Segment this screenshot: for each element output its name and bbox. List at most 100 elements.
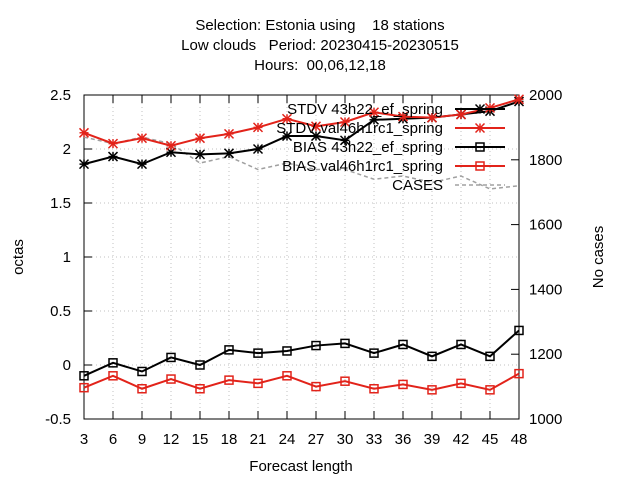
legend: STDV 43h22_ef_spring STDV val46h1rc1_spri… bbox=[276, 101, 505, 194]
y-tick-label: 2 bbox=[63, 141, 71, 158]
y2-tick-label: 1600 bbox=[529, 217, 562, 234]
x-tick-label: 24 bbox=[279, 431, 296, 448]
data-point-stdv-val46h1rc1-spring bbox=[484, 102, 496, 113]
y-tick-label: 1.5 bbox=[50, 195, 71, 212]
x-tick-label: 15 bbox=[192, 431, 209, 448]
data-point-stdv-val46h1rc1-spring bbox=[252, 122, 264, 133]
data-point-stdv-val46h1rc1-spring bbox=[455, 109, 467, 120]
legend-marker-stdv-val46h1rc1-spring bbox=[474, 122, 486, 134]
data-point-bias-43h22-ef-spring bbox=[224, 345, 234, 355]
data-point-stdv-val46h1rc1-spring bbox=[513, 94, 525, 105]
legend-marker-bias-val46h1rc1-spring bbox=[475, 161, 485, 171]
plot-frame bbox=[83, 94, 520, 420]
data-point-bias-43h22-ef-spring bbox=[369, 348, 379, 358]
data-point-bias-val46h1rc1-spring bbox=[108, 371, 118, 381]
x-tick-label: 39 bbox=[424, 431, 441, 448]
data-point-stdv-43h22-ef-spring bbox=[252, 143, 264, 155]
legend-label-stdv-val46h1rc1-spring: STDV val46h1rc1_spring bbox=[276, 120, 443, 137]
data-point-stdv-43h22-ef-spring bbox=[78, 159, 90, 170]
axes-layer: -0.500.511.522.53 6 9 12 15 18 21 24 27 30 33 36 39 4… bbox=[45, 87, 562, 448]
data-point-bias-43h22-ef-spring bbox=[108, 358, 118, 368]
data-point-bias-val46h1rc1-spring bbox=[137, 384, 147, 394]
series-line-stdv-val46h1rc1-spring bbox=[83, 98, 520, 147]
data-point-bias-val46h1rc1-spring bbox=[166, 374, 176, 384]
data-point-stdv-val46h1rc1-spring bbox=[136, 133, 148, 144]
data-point-bias-val46h1rc1-spring bbox=[79, 382, 89, 393]
legend-label-stdv-43h22-ef-spring: STDV 43h22_ef_spring bbox=[287, 101, 443, 118]
data-point-stdv-43h22-ef-spring bbox=[136, 159, 148, 170]
series-line-bias-43h22-ef-spring bbox=[83, 329, 520, 377]
data-point-stdv-43h22-ef-spring bbox=[107, 151, 119, 162]
series-layer bbox=[78, 94, 525, 395]
data-point-stdv-val46h1rc1-spring bbox=[165, 140, 177, 151]
data-point-bias-val46h1rc1-spring bbox=[253, 378, 263, 389]
data-point-bias-43h22-ef-spring bbox=[514, 325, 524, 336]
y2-tick-label: 1200 bbox=[529, 346, 562, 363]
x-tick-label: 45 bbox=[482, 431, 499, 448]
y2-tick-label: 1000 bbox=[529, 411, 562, 428]
data-point-bias-43h22-ef-spring bbox=[311, 340, 321, 351]
data-point-bias-43h22-ef-spring bbox=[137, 366, 147, 377]
data-point-bias-val46h1rc1-spring bbox=[340, 376, 350, 386]
legend-marker-bias-43h22-ef-spring bbox=[475, 142, 485, 152]
data-point-stdv-43h22-ef-spring bbox=[310, 131, 322, 142]
data-point-bias-43h22-ef-spring bbox=[456, 339, 466, 350]
data-point-stdv-43h22-ef-spring bbox=[194, 149, 206, 160]
x-tick-label: 42 bbox=[453, 431, 470, 448]
data-point-bias-43h22-ef-spring bbox=[253, 348, 263, 358]
data-point-stdv-43h22-ef-spring bbox=[223, 148, 235, 159]
x-tick-label: 27 bbox=[308, 431, 325, 448]
y2-tick-label: 1400 bbox=[529, 281, 562, 298]
data-point-stdv-val46h1rc1-spring bbox=[310, 121, 322, 132]
y-tick-label: 1 bbox=[63, 249, 71, 266]
data-point-bias-val46h1rc1-spring bbox=[427, 385, 437, 395]
data-point-stdv-val46h1rc1-spring bbox=[223, 128, 235, 139]
data-point-stdv-val46h1rc1-spring bbox=[397, 111, 409, 122]
data-point-stdv-43h22-ef-spring bbox=[339, 135, 351, 146]
y-tick-label: 0.5 bbox=[50, 303, 71, 320]
legend-label-bias-43h22-ef-spring: BIAS 43h22_ef_spring bbox=[293, 139, 443, 156]
y-axis-label: octas bbox=[10, 239, 27, 275]
x-tick-label: 18 bbox=[221, 431, 238, 448]
data-point-bias-43h22-ef-spring bbox=[166, 352, 176, 363]
y-tick-label: -0.5 bbox=[45, 411, 71, 428]
data-point-bias-val46h1rc1-spring bbox=[224, 375, 234, 385]
data-point-bias-val46h1rc1-spring bbox=[369, 384, 379, 394]
data-point-stdv-val46h1rc1-spring bbox=[107, 138, 119, 149]
data-point-bias-val46h1rc1-spring bbox=[514, 368, 524, 379]
data-point-stdv-val46h1rc1-spring bbox=[339, 116, 351, 128]
data-point-bias-43h22-ef-spring bbox=[340, 338, 350, 349]
chart-title-line-2: Low clouds Period: 20230415-20230515 bbox=[181, 37, 459, 54]
data-point-bias-43h22-ef-spring bbox=[79, 371, 89, 381]
data-point-bias-val46h1rc1-spring bbox=[195, 384, 205, 394]
data-point-bias-val46h1rc1-spring bbox=[398, 379, 408, 390]
data-point-stdv-43h22-ef-spring bbox=[368, 114, 380, 125]
y2-tick-label: 2000 bbox=[529, 87, 562, 104]
series-line-cases bbox=[83, 136, 520, 190]
x-tick-label: 30 bbox=[337, 431, 354, 448]
data-point-stdv-val46h1rc1-spring bbox=[281, 113, 293, 124]
x-tick-label: 48 bbox=[511, 431, 528, 448]
data-point-bias-val46h1rc1-spring bbox=[311, 381, 321, 392]
y-tick-label: 2.5 bbox=[50, 87, 71, 104]
x-tick-label: 33 bbox=[366, 431, 383, 448]
x-tick-label: 6 bbox=[109, 431, 117, 448]
chart-title-line-3: Hours: 00,06,12,18 bbox=[254, 57, 386, 74]
data-point-bias-val46h1rc1-spring bbox=[456, 378, 466, 389]
chart-title-line-1: Selection: Estonia using 18 stations bbox=[195, 17, 445, 34]
data-point-bias-43h22-ef-spring bbox=[195, 360, 205, 370]
y-tick-label: 0 bbox=[63, 357, 71, 374]
data-point-bias-43h22-ef-spring bbox=[282, 346, 292, 356]
data-point-stdv-val46h1rc1-spring bbox=[194, 133, 206, 144]
y2-axis-label: No cases bbox=[590, 226, 607, 289]
legend-label-bias-val46h1rc1-spring: BIAS val46h1rc1_spring bbox=[282, 158, 443, 175]
data-point-bias-43h22-ef-spring bbox=[427, 351, 437, 362]
y2-tick-label: 1800 bbox=[529, 152, 562, 169]
data-point-bias-val46h1rc1-spring bbox=[282, 371, 292, 381]
x-axis-label: Forecast length bbox=[249, 458, 352, 475]
x-tick-label: 12 bbox=[163, 431, 180, 448]
data-point-bias-43h22-ef-spring bbox=[398, 339, 408, 350]
x-tick-label: 21 bbox=[250, 431, 267, 448]
x-tick-label: 9 bbox=[138, 431, 146, 448]
